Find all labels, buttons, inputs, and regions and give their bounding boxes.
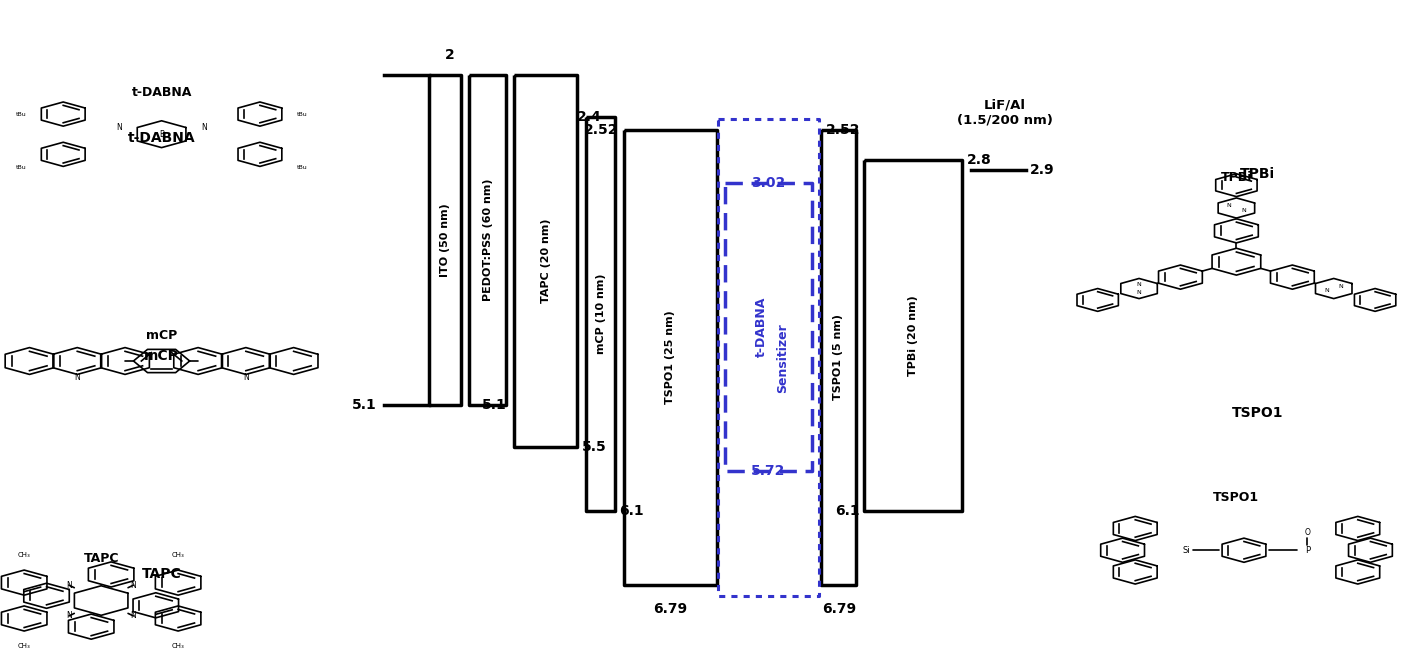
- Text: t-DABNA: t-DABNA: [754, 297, 769, 357]
- Text: tBu: tBu: [15, 111, 27, 117]
- Text: CH₃: CH₃: [18, 552, 31, 558]
- Text: TSPO1 (25 nm): TSPO1 (25 nm): [665, 311, 676, 404]
- Text: TPBi: TPBi: [1221, 171, 1252, 185]
- Text: tBu: tBu: [296, 111, 308, 117]
- Text: N: N: [1339, 284, 1343, 289]
- Text: mCP: mCP: [146, 329, 177, 342]
- Text: 2.9: 2.9: [1030, 164, 1055, 177]
- Text: N: N: [243, 372, 249, 382]
- Text: N: N: [74, 372, 80, 382]
- Text: PEDOT:PSS (60 nm): PEDOT:PSS (60 nm): [482, 178, 493, 301]
- Text: N: N: [66, 580, 72, 590]
- Text: 2.4: 2.4: [576, 110, 601, 124]
- Text: 5.72: 5.72: [752, 464, 785, 478]
- Text: 2.52: 2.52: [583, 123, 618, 137]
- Text: N: N: [66, 611, 72, 621]
- Text: 6.79: 6.79: [822, 602, 856, 616]
- Text: mCP (10 nm): mCP (10 nm): [596, 274, 606, 354]
- Text: 5.1: 5.1: [482, 398, 507, 412]
- Text: TAPC: TAPC: [142, 567, 181, 580]
- Text: TPBi: TPBi: [1241, 168, 1276, 181]
- Text: N: N: [1137, 290, 1141, 295]
- Text: N: N: [131, 611, 136, 621]
- Text: N: N: [1324, 288, 1329, 293]
- Text: 6.79: 6.79: [653, 602, 687, 616]
- Text: t-DABNA: t-DABNA: [132, 86, 191, 99]
- Text: P: P: [1305, 546, 1309, 555]
- Text: 2.52: 2.52: [826, 123, 861, 137]
- Text: 6.1: 6.1: [620, 504, 645, 518]
- Text: N: N: [1227, 203, 1231, 209]
- Text: t-DABNA: t-DABNA: [128, 131, 195, 144]
- Text: 3.02: 3.02: [752, 176, 785, 190]
- Text: N: N: [131, 580, 136, 590]
- Text: 5.1: 5.1: [351, 398, 377, 412]
- Text: TAPC: TAPC: [83, 552, 119, 565]
- Text: 2.8: 2.8: [967, 153, 992, 167]
- Text: TSPO1: TSPO1: [1214, 491, 1259, 505]
- Text: N: N: [1242, 207, 1246, 213]
- Text: Si: Si: [1182, 546, 1190, 555]
- Text: tBu: tBu: [296, 165, 308, 170]
- Text: LiF/Al
(1.5/200 nm): LiF/Al (1.5/200 nm): [957, 99, 1052, 127]
- Text: B: B: [159, 130, 164, 139]
- Text: N: N: [1137, 282, 1141, 287]
- Text: TSPO1 (5 nm): TSPO1 (5 nm): [833, 314, 843, 401]
- Text: Sensitizer: Sensitizer: [776, 323, 790, 393]
- Text: 5.5: 5.5: [582, 440, 607, 454]
- Text: CH₃: CH₃: [18, 643, 31, 649]
- Text: TAPC (20 nm): TAPC (20 nm): [541, 219, 551, 303]
- Text: 2: 2: [445, 48, 454, 62]
- Text: N: N: [201, 123, 207, 132]
- Text: TSPO1: TSPO1: [1232, 406, 1283, 419]
- Text: mCP: mCP: [145, 349, 178, 362]
- Text: tBu: tBu: [15, 165, 27, 170]
- Text: TPBi (20 nm): TPBi (20 nm): [908, 295, 919, 376]
- Text: 6.1: 6.1: [835, 504, 860, 518]
- Text: CH₃: CH₃: [171, 552, 184, 558]
- Text: ITO (50 nm): ITO (50 nm): [440, 203, 450, 276]
- Text: O: O: [1304, 527, 1309, 537]
- Text: N: N: [117, 123, 122, 132]
- Text: CH₃: CH₃: [171, 643, 184, 649]
